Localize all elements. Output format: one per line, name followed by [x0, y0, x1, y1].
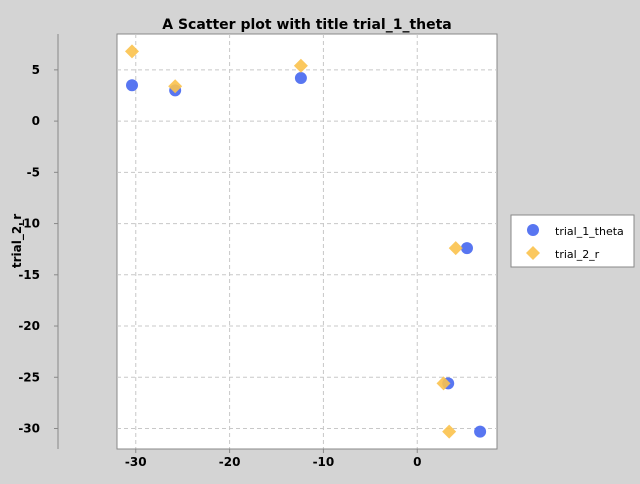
legend: trial_1_theta trial_2_r [510, 214, 635, 268]
y-tick-label: 5 [32, 63, 40, 77]
circle-point [294, 72, 307, 85]
diamond-point [442, 424, 457, 439]
x-tick-label: -20 [219, 455, 241, 469]
plot-area [116, 33, 498, 450]
legend-marker [526, 246, 540, 260]
y-tick-label: -30 [18, 422, 40, 436]
x-tick-label: -30 [125, 455, 147, 469]
x-tick-label: 0 [413, 455, 421, 469]
diamond-point [293, 58, 308, 73]
diamond-point [448, 241, 463, 256]
y-axis-ticks: 5 0 -5 -10 -15 -20 -25 -30 [18, 63, 58, 436]
y-tick-label: -15 [18, 268, 40, 282]
diamond-point [125, 44, 140, 59]
x-axis-ticks: -30 -20 -10 0 [125, 449, 421, 469]
chart-title: A Scatter plot with title trial_1_theta [162, 17, 452, 33]
x-tick-label: -10 [313, 455, 335, 469]
legend-marker [527, 224, 539, 236]
legend-label: trial_2_r [555, 248, 600, 261]
y-tick-label: -25 [18, 370, 40, 384]
data-points [125, 44, 487, 439]
grid [117, 34, 497, 449]
diamond-point [168, 79, 183, 94]
y-tick-label: -20 [18, 319, 40, 333]
y-tick-label: 0 [32, 114, 40, 128]
circle-point [126, 79, 139, 92]
y-tick-label: -5 [27, 165, 40, 179]
circle-point [474, 425, 487, 438]
diamond-point [436, 376, 451, 391]
legend-label: trial_1_theta [555, 225, 624, 238]
y-tick-label: -10 [18, 217, 40, 231]
circle-point [460, 242, 473, 255]
y-axis-label: trial_2_r [10, 214, 25, 268]
